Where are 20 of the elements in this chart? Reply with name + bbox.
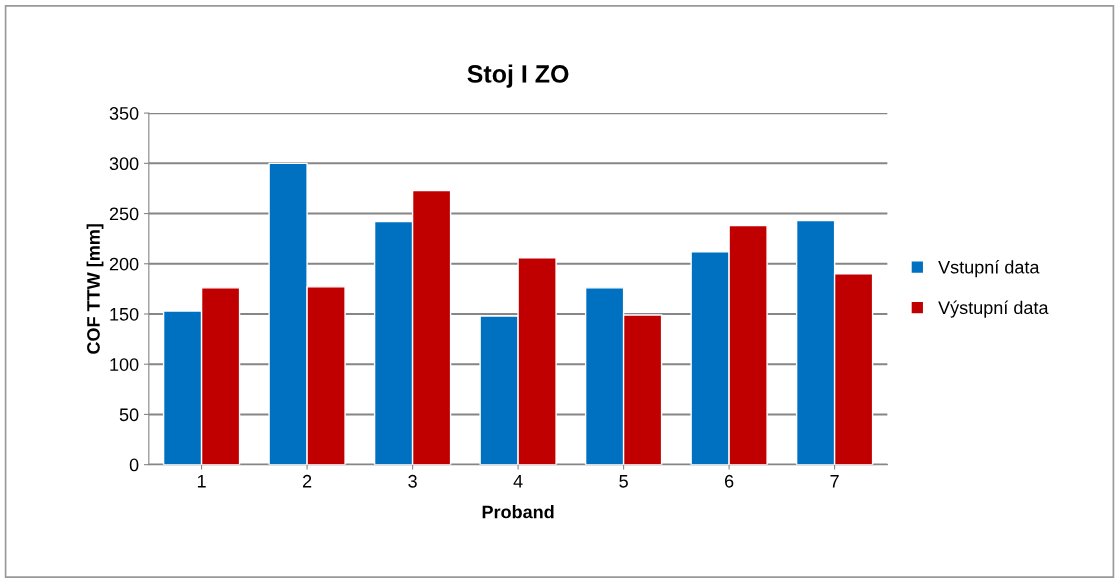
y-tick-label: 250: [109, 207, 139, 221]
y-tick-label: 200: [109, 257, 139, 271]
x-tick-label: 1: [197, 475, 206, 488]
x-tick-label: 5: [619, 475, 628, 488]
y-tick-label: 350: [109, 107, 139, 120]
x-tick-label: 2: [302, 474, 312, 488]
x-tick-label: 7: [830, 475, 839, 488]
y-tick-label: 150: [110, 307, 139, 321]
chart-title: Stoj I ZO: [467, 64, 569, 88]
legend-label: Výstupní data: [938, 300, 1049, 318]
legend-label: Vstupní data: [938, 260, 1040, 278]
x-axis-title: Proband: [482, 505, 554, 519]
x-tick-label: 3: [408, 474, 417, 488]
y-axis-title: COF TTW [mm]: [86, 224, 104, 354]
y-tick-label: 0: [129, 458, 139, 472]
y-tick-label: 50: [119, 408, 139, 422]
y-tick-label: 300: [109, 157, 139, 171]
y-tick-label: 100: [110, 358, 139, 371]
x-tick-label: 4: [513, 475, 523, 488]
x-tick-label: 6: [725, 474, 734, 488]
